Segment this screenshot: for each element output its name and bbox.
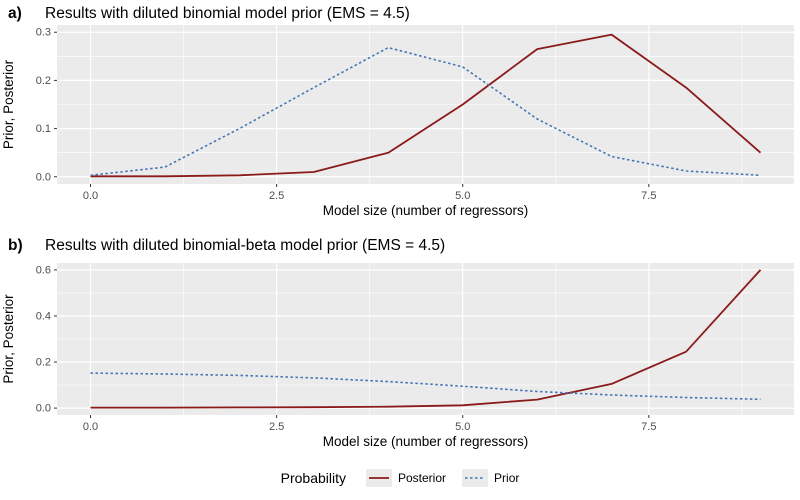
legend: Probability Posterior Prior [0,455,800,500]
prior-key-swatch [462,468,489,487]
series-line-prior [90,46,761,177]
y-tick-label: 0.4 [36,310,51,322]
x-tick-label: 0.0 [83,421,98,433]
posterior-key-swatch [366,468,392,487]
x-tick-label: 0.0 [83,190,98,202]
y-tick-label: 0.2 [36,75,51,87]
y-tick-label: 0.6 [36,264,51,276]
y-tick-label: 0.0 [36,171,51,183]
series-line-prior [90,372,761,401]
legend-label-prior: Prior [494,470,520,485]
y-tick-label: 0.3 [36,27,51,39]
chart-b: 0.0 2.5 5.0 7.5 0.0 0.2 0.4 0.6 Model size (numb… [1,263,794,449]
chart-a: 0.0 2.5 5.0 7.5 0.0 0.1 0.2 0.3 Model size (numb… [1,25,794,218]
x-tick-label: 5.0 [455,421,470,433]
panel-b-title: Results with diluted binomial-beta model… [45,237,446,254]
panel-b: b) Results with diluted binomial-beta mo… [0,230,800,455]
panel-a-tag: a) [8,5,22,22]
x-tick-label: 7.5 [641,190,656,202]
x-tick-label: 2.5 [269,190,284,202]
panel-b-tag: b) [8,237,23,254]
panel-a: a) Results with diluted binomial model p… [0,0,800,230]
legend-title: Probability [280,469,346,486]
x-tick-label: 2.5 [269,421,284,433]
legend-entry-posterior: Posterior [366,468,447,487]
series-line-posterior [90,33,762,178]
x-tick-label: 5.0 [455,190,470,202]
legend-label-posterior: Posterior [398,470,447,485]
panel-a-title: Results with diluted binomial model prio… [45,5,410,22]
y-tick-label: 0.0 [36,403,51,415]
y-axis-title: Prior, Posterior [1,59,16,149]
series-line-posterior [90,269,762,409]
x-axis-title: Model size (number of regressors) [323,203,529,218]
y-axis-title: Prior, Posterior [1,294,16,384]
x-tick-label: 7.5 [641,421,656,433]
y-tick-label: 0.1 [36,123,51,135]
y-tick-label: 0.2 [36,357,51,369]
legend-entry-prior: Prior [462,468,520,487]
x-axis-title: Model size (number of regressors) [323,434,529,449]
